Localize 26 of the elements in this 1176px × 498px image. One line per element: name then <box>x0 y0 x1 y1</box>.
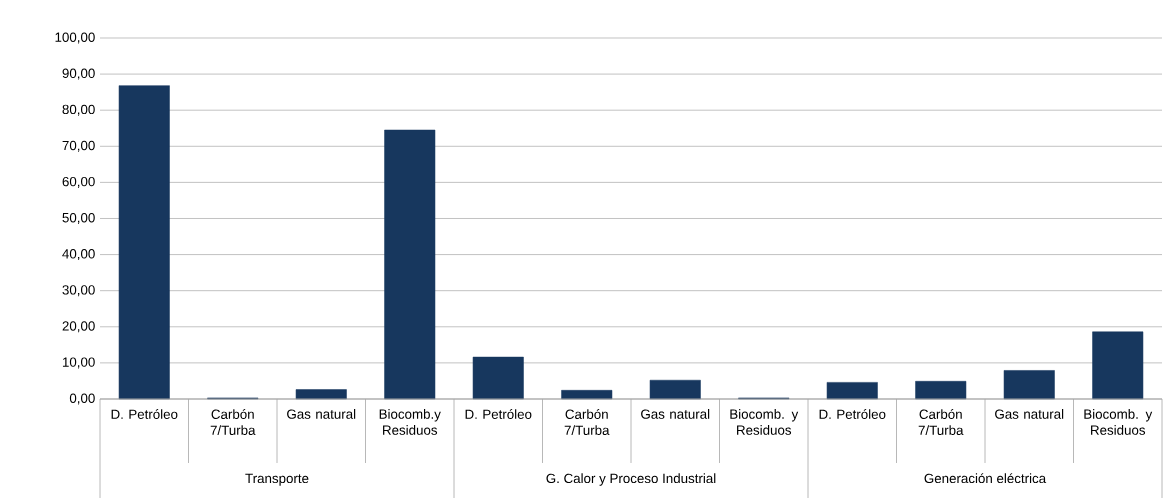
y-tick-label: 70,00 <box>62 140 95 152</box>
x-tick-label: Carbón 7/Turba <box>210 409 256 435</box>
x-tick-label: Carbón 7/Turba <box>564 409 610 435</box>
y-tick-label: 90,00 <box>62 68 95 80</box>
text: G. Calor y Proceso Industrial <box>546 473 716 486</box>
y-tick-label: 40,00 <box>62 249 95 261</box>
x-tick-label: D. Petróleo <box>819 409 886 419</box>
x-tick-label: Carbón 7/Turba <box>918 409 964 435</box>
x-tick-label: Biocomb. y Residuos <box>730 409 799 435</box>
y-tick-label: 80,00 <box>62 104 95 116</box>
x-tick-label: Gas natural <box>287 409 356 419</box>
x-tick-label: Biocomb.y Residuos <box>379 409 441 435</box>
text: Transporte <box>245 473 309 486</box>
y-tick-label: 100,00 <box>55 32 95 44</box>
x-tick-label: D. Petróleo <box>465 409 532 419</box>
x-tick-label: Biocomb. y Residuos <box>1084 409 1153 435</box>
y-tick-label: 30,00 <box>62 285 95 297</box>
y-tick-label: 20,00 <box>62 321 95 333</box>
y-tick-label: 60,00 <box>62 176 95 188</box>
y-tick-label: 50,00 <box>62 212 95 224</box>
x-tick-label: Gas natural <box>995 409 1064 419</box>
x-tick-label: D. Petróleo <box>111 409 178 419</box>
text: Generación eléctrica <box>924 473 1047 484</box>
y-tick-label: 10,00 <box>62 357 95 369</box>
y-tick-label: 0,00 <box>69 393 95 405</box>
x-tick-label: Gas natural <box>641 409 710 419</box>
